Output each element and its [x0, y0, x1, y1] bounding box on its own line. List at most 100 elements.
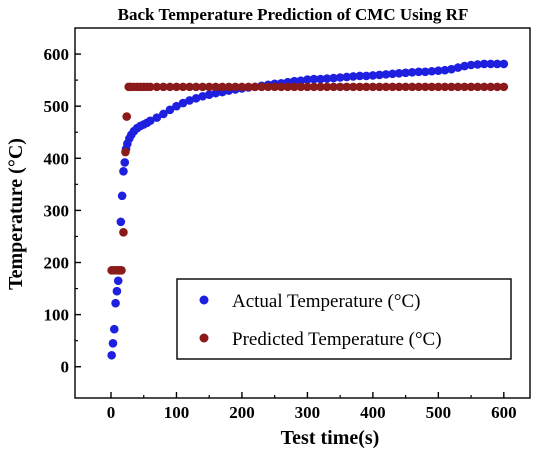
actual-point — [348, 72, 358, 81]
predicted-point — [381, 82, 391, 92]
actual-point — [204, 90, 214, 100]
predicted-point — [224, 82, 234, 92]
predicted-point — [159, 82, 168, 92]
x-tick-label: 200 — [229, 403, 255, 422]
actual-point — [111, 298, 120, 308]
predicted-point — [165, 82, 175, 92]
y-tick-label: 300 — [44, 201, 70, 220]
actual-point — [420, 67, 430, 77]
predicted-point — [348, 82, 358, 92]
predicted-point — [185, 82, 194, 92]
actual-point — [316, 74, 325, 84]
actual-point — [119, 167, 128, 176]
predicted-point — [290, 82, 299, 92]
predicted-point — [198, 82, 207, 92]
predicted-point — [283, 82, 293, 92]
actual-point — [473, 60, 482, 69]
actual-point — [152, 113, 162, 122]
y-tick-label: 400 — [44, 149, 70, 168]
predicted-point — [178, 82, 188, 92]
actual-point — [211, 88, 221, 98]
predicted-point — [152, 82, 162, 92]
legend-label-predicted: Predicted Temperature (°C) — [232, 329, 442, 350]
predicted-point — [237, 82, 247, 92]
predicted-point — [121, 147, 130, 157]
actual-point — [178, 98, 188, 108]
predicted-point — [440, 82, 450, 92]
predicted-point — [329, 82, 338, 92]
predicted-point — [407, 82, 417, 92]
y-axis-title: Temperature (°C) — [5, 138, 27, 290]
predicted-point — [375, 82, 384, 92]
predicted-point — [231, 82, 240, 92]
predicted-point — [479, 82, 489, 92]
actual-point — [492, 59, 502, 69]
actual-point — [355, 71, 365, 81]
x-tick-label: 400 — [360, 403, 386, 422]
predicted-point — [250, 82, 260, 92]
predicted-point — [394, 82, 404, 92]
actual-point — [335, 73, 345, 82]
actual-point — [296, 76, 306, 85]
predicted-point — [486, 82, 496, 92]
y-tick-label: 100 — [44, 306, 70, 325]
predicted-point — [117, 266, 126, 275]
x-tick-label: 500 — [426, 403, 452, 422]
actual-point — [434, 66, 443, 76]
predicted-point — [453, 82, 463, 92]
predicted-point — [362, 82, 371, 92]
actual-point — [145, 116, 155, 126]
plot-frame — [74, 27, 531, 399]
predicted-point — [473, 82, 482, 92]
actual-point — [486, 59, 496, 69]
predicted-point — [211, 82, 221, 92]
predicted-point — [427, 82, 437, 92]
actual-point — [113, 276, 123, 286]
series-predicted — [107, 82, 509, 275]
actual-point — [362, 71, 371, 81]
y-tick-label: 500 — [44, 97, 70, 116]
y-tick-label: 600 — [44, 45, 70, 64]
actual-point — [440, 65, 450, 75]
actual-point — [394, 69, 404, 78]
predicted-point — [218, 82, 227, 92]
predicted-point — [303, 82, 312, 92]
actual-point — [172, 101, 181, 111]
predicted-point — [172, 82, 181, 92]
x-axis-title: Test time(s) — [281, 427, 380, 449]
actual-point — [309, 74, 319, 84]
actual-point — [388, 69, 397, 79]
actual-point — [322, 74, 332, 83]
actual-point — [342, 72, 351, 82]
actual-point — [108, 338, 118, 348]
predicted-point — [460, 82, 469, 92]
predicted-point — [204, 82, 214, 92]
actual-point — [499, 59, 509, 69]
predicted-point — [122, 112, 132, 121]
predicted-point — [263, 82, 273, 92]
predicted-point — [270, 82, 279, 92]
y-tick-label: 0 — [61, 358, 70, 377]
x-tick-label: 0 — [107, 403, 116, 422]
actual-point — [116, 217, 126, 227]
actual-point — [198, 91, 207, 101]
predicted-point — [492, 82, 502, 92]
legend-box — [176, 278, 512, 360]
legend: Actual Temperature (°C) Predicted Temper… — [176, 278, 512, 360]
actual-point — [375, 70, 384, 80]
actual-point — [479, 59, 489, 69]
legend-marker-actual — [199, 295, 209, 305]
predicted-point — [388, 82, 397, 92]
x-tick-label: 600 — [491, 403, 517, 422]
predicted-point — [414, 82, 424, 92]
predicted-point — [309, 82, 319, 92]
actual-point — [303, 75, 312, 84]
legend-marker-predicted — [199, 333, 209, 343]
predicted-point — [316, 82, 325, 92]
actual-point — [159, 109, 168, 119]
predicted-point — [355, 82, 365, 92]
actual-point — [107, 350, 116, 360]
predicted-point — [499, 82, 509, 92]
predicted-point — [335, 82, 345, 92]
